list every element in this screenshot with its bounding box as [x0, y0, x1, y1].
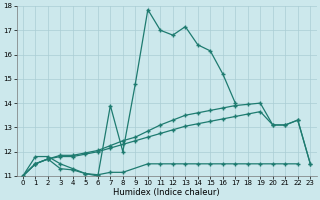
X-axis label: Humidex (Indice chaleur): Humidex (Indice chaleur) [113, 188, 220, 197]
